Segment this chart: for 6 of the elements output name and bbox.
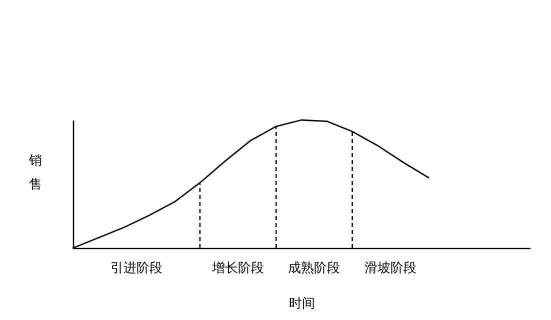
- x-axis-title: 时间: [289, 296, 315, 312]
- y-axis-title: 销售: [28, 154, 42, 192]
- text: 引进阶段: [110, 261, 162, 276]
- text: 成熟阶段: [288, 261, 340, 276]
- text: 滑坡阶段: [364, 261, 416, 276]
- text: 增长阶段: [211, 261, 264, 276]
